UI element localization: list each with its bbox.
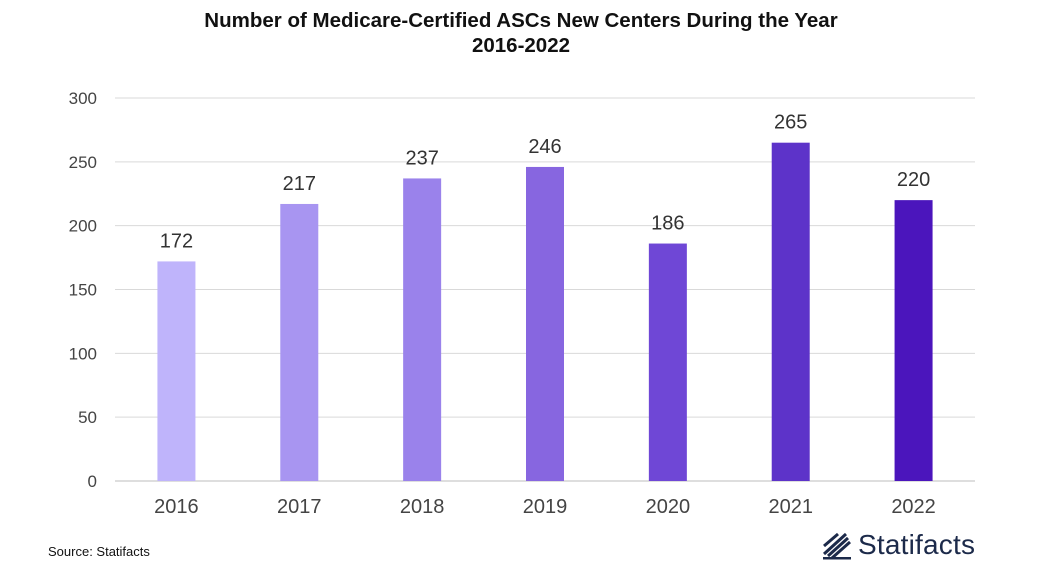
data-label: 237 (405, 147, 438, 169)
source-note: Source: Statifacts (48, 544, 150, 559)
y-tick-label: 200 (69, 217, 97, 236)
x-tick-label: 2018 (400, 496, 445, 518)
statifacts-logo-icon (822, 532, 851, 560)
y-tick-label: 250 (69, 153, 97, 172)
bar (648, 243, 687, 481)
x-tick-label: 2019 (523, 496, 568, 518)
y-tick-label: 100 (69, 344, 97, 363)
data-label: 186 (651, 213, 684, 235)
statifacts-logo: Statifacts (822, 529, 975, 561)
x-tick-label: 2022 (891, 496, 936, 518)
bar (526, 166, 564, 481)
data-label: 217 (283, 173, 316, 195)
x-tick-label: 2017 (277, 496, 322, 518)
logo-text: Statifacts (858, 529, 976, 560)
bar (280, 203, 319, 482)
y-tick-label: 300 (69, 89, 97, 108)
chart-title: Number of Medicare-Certified ASCs New Ce… (0, 8, 1042, 58)
data-label: 220 (897, 169, 930, 191)
chart-subtitle: 2016-2022 (471, 34, 571, 57)
x-tick-label: 2021 (768, 496, 813, 518)
y-tick-label: 50 (78, 408, 97, 427)
data-label: 265 (774, 112, 807, 134)
y-tick-label: 0 (88, 472, 97, 491)
bar (403, 178, 442, 481)
bar (157, 261, 196, 481)
y-tick-label: 150 (69, 281, 97, 300)
x-tick-label: 2016 (154, 496, 199, 518)
chart-title-line: Number of Medicare-Certified ASCs New Ce… (204, 9, 838, 32)
data-label: 172 (160, 230, 193, 252)
bar (771, 142, 810, 481)
data-label: 246 (528, 136, 561, 158)
x-tick-label: 2020 (646, 496, 691, 518)
bar (894, 200, 933, 481)
